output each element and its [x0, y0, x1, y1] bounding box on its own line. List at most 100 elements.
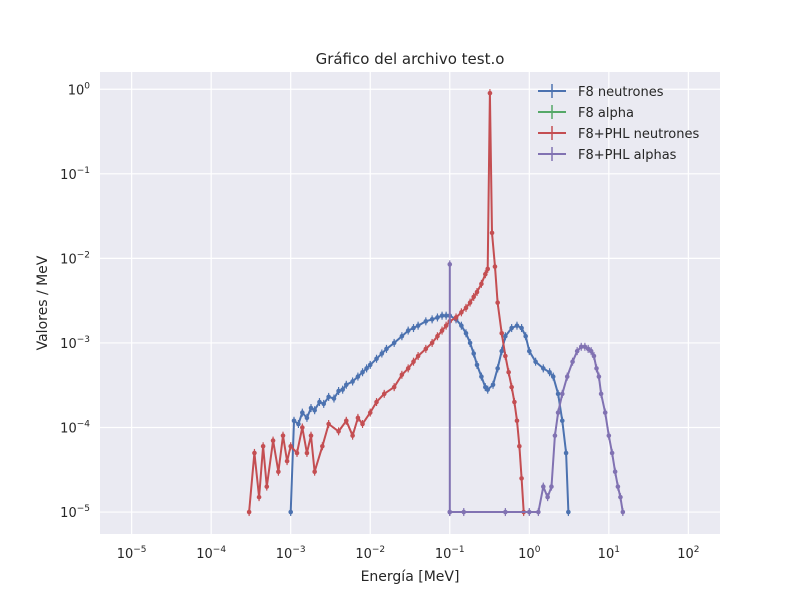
data-point — [288, 509, 294, 515]
series-layer — [246, 89, 626, 517]
data-point — [588, 348, 594, 354]
data-point — [563, 450, 569, 456]
y-tick-exp: −5 — [77, 504, 90, 514]
data-point — [549, 484, 554, 489]
data-point — [483, 271, 488, 277]
data-point — [320, 443, 325, 449]
data-point — [499, 330, 505, 336]
data-point — [618, 494, 623, 500]
data-point — [304, 450, 310, 456]
data-point — [591, 353, 597, 359]
data-point — [485, 387, 491, 392]
data-point — [343, 382, 349, 388]
data-point — [540, 484, 546, 489]
y-tick-base: 10 — [60, 506, 77, 521]
data-point — [566, 509, 571, 515]
data-point — [574, 348, 580, 354]
data-point — [423, 346, 429, 352]
data-point — [487, 90, 493, 96]
data-point — [471, 351, 477, 356]
data-point — [246, 509, 252, 515]
data-point — [336, 388, 341, 394]
x-tick-exp: 2 — [694, 545, 700, 555]
x-tick-label: 10−1 — [435, 545, 465, 562]
x-tick-exp: −3 — [292, 545, 305, 555]
data-point — [490, 382, 496, 388]
x-axis-label: Energía [MeV] — [361, 569, 460, 585]
data-point — [447, 262, 453, 267]
x-tick-labels: 10−5 10−4 10−3 10−2 10−1 100 101 102 — [117, 545, 700, 562]
data-point — [479, 374, 484, 379]
data-point — [435, 333, 440, 339]
data-point — [467, 340, 473, 346]
series-2 — [246, 89, 526, 517]
x-tick-exp: −5 — [133, 545, 146, 555]
x-tick-exp: −4 — [213, 545, 227, 555]
y-tick-label: 10−2 — [60, 250, 90, 267]
data-point — [582, 344, 588, 350]
y-tick-exp: −1 — [77, 166, 90, 176]
y-tick-label: 100 — [68, 81, 91, 98]
data-point — [467, 300, 473, 305]
data-point — [439, 328, 445, 333]
data-point — [594, 366, 599, 371]
x-tick-base: 10 — [117, 547, 134, 562]
data-point — [519, 476, 524, 481]
y-tick-label: 10−1 — [60, 166, 90, 183]
data-point — [474, 289, 480, 295]
x-tick-exp: −2 — [372, 545, 385, 555]
data-point — [350, 433, 355, 438]
data-point — [260, 443, 266, 449]
plot-area — [100, 72, 720, 534]
data-point — [270, 438, 276, 443]
data-point — [509, 325, 514, 331]
data-point — [495, 366, 500, 371]
data-point — [350, 379, 355, 384]
legend-item: F8+PHL alphas — [538, 147, 677, 163]
data-point — [519, 325, 524, 331]
data-point — [526, 509, 532, 515]
data-point — [495, 300, 500, 305]
data-point — [360, 421, 365, 427]
data-point — [317, 399, 322, 405]
data-point — [405, 328, 411, 333]
data-point — [474, 362, 480, 368]
data-point — [304, 415, 310, 421]
data-point — [367, 362, 373, 368]
y-tick-label: 10−3 — [60, 335, 90, 352]
data-point — [405, 366, 411, 371]
data-point — [479, 281, 484, 287]
data-point — [429, 340, 435, 346]
data-point — [526, 348, 532, 354]
x-tick-base: 10 — [196, 547, 213, 562]
grid — [100, 72, 720, 534]
data-point — [367, 410, 373, 415]
data-point — [447, 509, 453, 515]
data-point — [463, 330, 469, 336]
y-tick-label: 10−5 — [60, 504, 90, 521]
x-tick-base: 10 — [518, 547, 535, 562]
data-point — [555, 410, 561, 415]
data-point — [411, 325, 416, 331]
data-point — [264, 484, 270, 489]
data-point — [536, 509, 541, 515]
data-point — [443, 323, 449, 328]
data-point — [492, 264, 498, 269]
data-point — [596, 374, 602, 379]
data-point — [291, 418, 297, 424]
data-point — [615, 484, 621, 489]
legend-label: F8+PHL alphas — [578, 148, 677, 163]
data-point — [326, 421, 331, 427]
x-tick-label: 102 — [677, 545, 699, 562]
data-point — [429, 317, 435, 322]
data-point — [415, 353, 421, 359]
data-point — [391, 384, 397, 390]
data-point — [435, 315, 440, 320]
data-point — [503, 509, 508, 515]
data-point — [533, 359, 538, 364]
data-point — [439, 313, 445, 318]
x-tick-base: 10 — [276, 547, 293, 562]
data-point — [559, 391, 565, 397]
data-point — [288, 443, 294, 449]
